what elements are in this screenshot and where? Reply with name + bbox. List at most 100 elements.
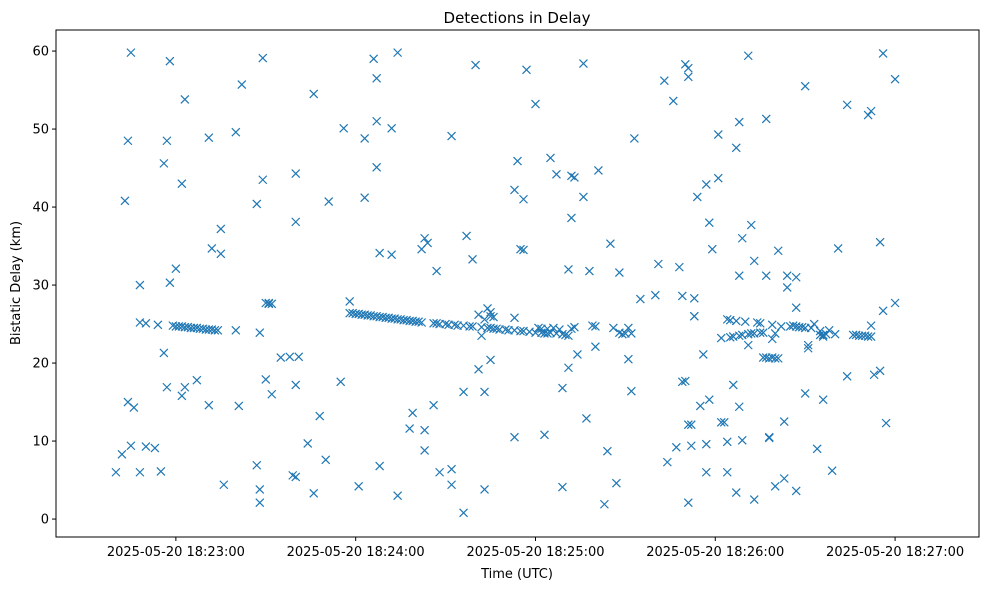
data-point [800, 389, 810, 398]
data-point [680, 59, 690, 69]
data-point [375, 461, 385, 471]
data-point [878, 306, 888, 316]
data-point [480, 484, 489, 494]
data-point [486, 311, 495, 321]
data-point [755, 328, 765, 338]
data-point [258, 175, 268, 185]
data-point [423, 238, 433, 248]
data-point [501, 325, 510, 334]
data-point [489, 312, 498, 322]
data-point [701, 467, 711, 477]
data-point [689, 311, 699, 321]
data-point [695, 401, 705, 411]
data-point [516, 326, 525, 336]
data-point [584, 266, 594, 276]
data-point [659, 76, 669, 86]
data-point [755, 318, 765, 328]
data-point [375, 248, 385, 258]
data-point [570, 322, 579, 332]
data-point [590, 321, 600, 331]
data-point [255, 498, 265, 508]
data-point [623, 323, 633, 333]
data-point [749, 495, 759, 504]
data-point [803, 340, 813, 350]
data-point [674, 262, 684, 272]
data-point [180, 94, 190, 104]
data-point [773, 246, 783, 256]
data-point [797, 322, 807, 332]
data-point [552, 169, 561, 179]
data-point [513, 156, 522, 166]
data-point [255, 328, 265, 338]
x-axis-label: Time (UTC) [480, 567, 553, 582]
data-point [722, 467, 732, 477]
y-axis-label: Bistatic Delay (km) [9, 221, 24, 345]
data-point [387, 250, 397, 260]
data-point [614, 268, 624, 278]
data-point [165, 278, 175, 288]
data-point [558, 383, 567, 393]
data-point [171, 264, 181, 274]
data-point [177, 391, 187, 401]
data-point [558, 329, 567, 339]
data-point [372, 116, 382, 126]
data-point [267, 389, 277, 399]
data-point [683, 498, 693, 508]
data-point [590, 342, 600, 352]
data-point [579, 192, 588, 202]
data-point [474, 310, 483, 320]
data-point [405, 424, 415, 434]
data-point [713, 173, 723, 183]
data-point [629, 133, 639, 143]
data-point [650, 290, 660, 300]
data-point [731, 316, 741, 326]
data-point [731, 143, 741, 153]
data-point [324, 197, 334, 207]
data-point [752, 318, 762, 327]
data-point [354, 481, 364, 491]
data-point [564, 265, 573, 274]
data-point [869, 370, 879, 380]
data-point [162, 136, 172, 146]
data-point [141, 318, 151, 328]
data-point [264, 299, 274, 309]
data-point [689, 293, 699, 303]
data-point [417, 318, 427, 327]
data-point [746, 220, 756, 230]
data-point [668, 96, 678, 106]
data-point [126, 441, 136, 451]
data-point [734, 271, 744, 281]
data-point [519, 194, 528, 204]
data-point [420, 233, 430, 243]
data-point [345, 297, 355, 306]
data-point [126, 48, 136, 58]
data-point [722, 437, 732, 447]
data-point [567, 213, 576, 223]
data-point [782, 271, 792, 281]
data-point [680, 376, 690, 386]
data-point [480, 314, 489, 324]
data-point [234, 401, 244, 411]
data-point [842, 371, 852, 381]
data-points [111, 48, 900, 518]
data-point [165, 56, 175, 66]
data-point [737, 435, 747, 445]
y-tick-label: 30 [32, 279, 49, 294]
data-point [204, 133, 214, 143]
data-point [686, 420, 696, 430]
data-point [608, 323, 618, 333]
data-point [321, 455, 331, 465]
data-point [159, 158, 169, 168]
data-point [653, 259, 663, 269]
data-point [393, 491, 403, 501]
data-point [309, 488, 319, 498]
data-point [782, 282, 792, 292]
data-point [258, 53, 268, 63]
x-tick-label: 2025-05-20 18:25:00 [466, 545, 604, 560]
data-point [219, 480, 229, 490]
data-point [447, 131, 456, 141]
data-point [252, 460, 262, 470]
data-point [635, 294, 645, 304]
data-point [447, 464, 456, 474]
data-point [704, 218, 714, 228]
